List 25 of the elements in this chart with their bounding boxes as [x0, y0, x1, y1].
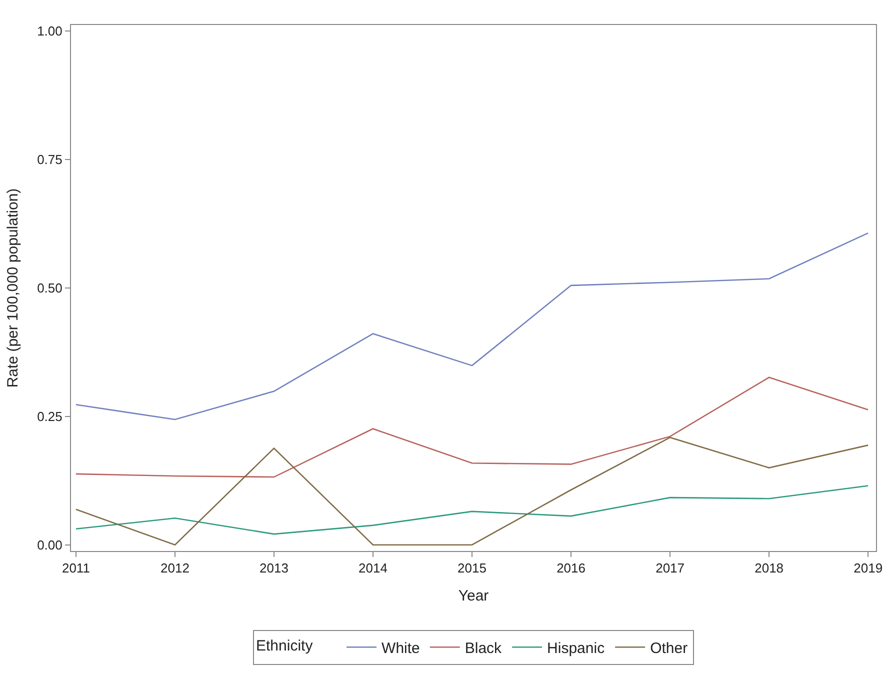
x-tick-label: 2015	[458, 560, 486, 576]
legend-label: Other	[650, 640, 688, 657]
y-tick-label: 1.00	[37, 24, 62, 39]
x-tick-label: 2014	[358, 560, 388, 576]
legend-title: Ethnicity	[256, 637, 334, 654]
y-tick-label: 0.00	[37, 537, 62, 552]
line-series	[75, 376, 869, 478]
x-tick-label: 2013	[260, 560, 288, 576]
x-tick-label: 2018	[754, 560, 784, 576]
line-series	[75, 232, 869, 420]
x-tick-label: 2011	[62, 560, 90, 576]
x-axis-title: Year	[458, 588, 489, 605]
y-tick-label: 0.50	[37, 280, 62, 296]
x-tick-label: 2016	[556, 560, 586, 576]
line-series	[75, 436, 869, 546]
line-series	[75, 485, 869, 535]
legend-label: Black	[464, 640, 502, 657]
y-tick-label: 0.75	[37, 152, 62, 168]
y-axis-title: Rate (per 100,000 population)	[4, 188, 22, 388]
y-tick-label: 0.25	[37, 408, 62, 424]
legend-label: White	[382, 640, 420, 657]
x-tick-label: 2012	[160, 560, 190, 576]
legend-label: Hispanic	[547, 640, 606, 657]
x-tick-label: 2019	[854, 560, 883, 576]
x-tick-label: 2017	[656, 560, 685, 576]
